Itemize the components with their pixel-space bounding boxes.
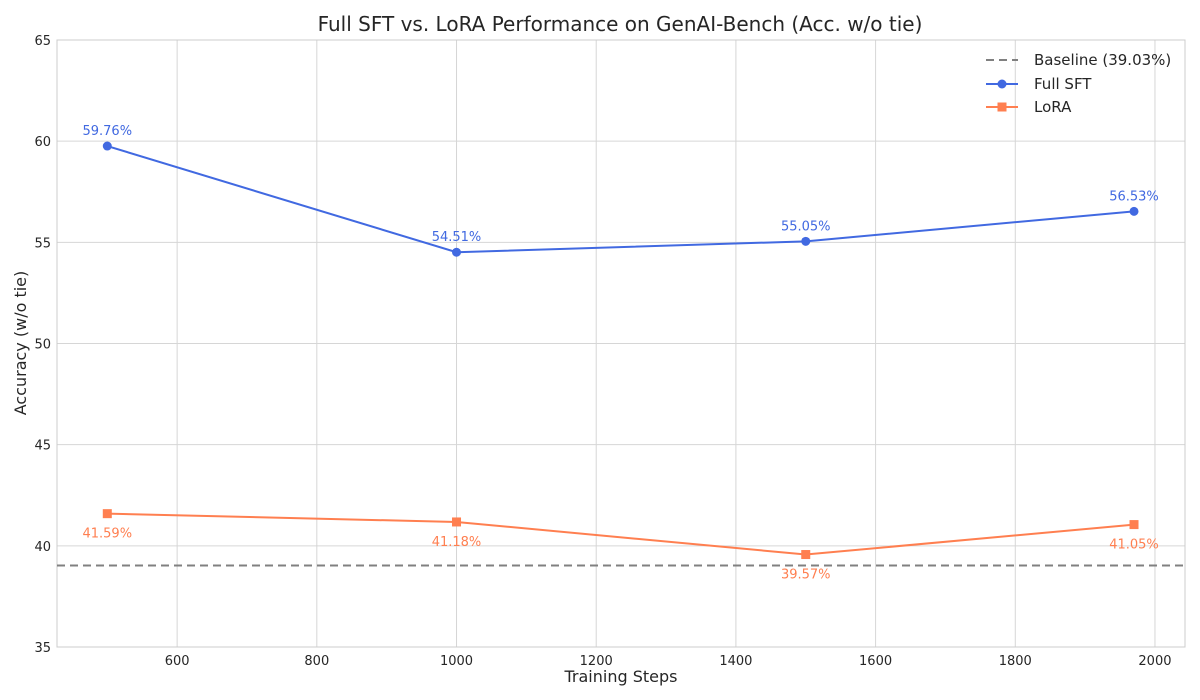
full-sft-data-label: 59.76%: [82, 124, 132, 139]
full-sft-line: [106, 145, 1135, 254]
legend-baseline-label: Baseline (39.03%): [1034, 51, 1171, 69]
x-grid: [176, 40, 1156, 647]
full-sft-data-label: 55.05%: [781, 219, 831, 234]
full-sft-data-label: 56.53%: [1109, 189, 1159, 204]
y-tick-label: 40: [34, 540, 51, 555]
lora-line: [107, 512, 1135, 556]
lora-data-label: 41.05%: [1109, 538, 1159, 553]
y-tick-label: 45: [34, 439, 51, 454]
legend-lora-label: LoRA: [1034, 98, 1072, 116]
y-grid: [57, 39, 1185, 648]
full-sft-data-label: 54.51%: [432, 230, 482, 245]
x-tick-label: 1800: [999, 654, 1032, 669]
y-tick-label: 35: [34, 641, 51, 656]
y-tick-labels: 35 40 45 50 55 60 65: [34, 34, 51, 656]
legend-full-sft-label: Full SFT: [1034, 75, 1092, 93]
y-axis-label: Accuracy (w/o tie): [11, 271, 30, 416]
x-tick-label: 600: [165, 654, 190, 669]
series-layer: 59.76% 54.51% 55.05% 56.53% 41.59% 41.18% 39.5…: [82, 124, 1158, 583]
x-tick-label: 1400: [719, 654, 752, 669]
y-tick-label: 50: [34, 338, 51, 353]
y-tick-label: 65: [34, 34, 51, 49]
legend-full-sft-marker: [997, 79, 1007, 89]
lora-data-label: 41.59%: [82, 527, 132, 542]
plot-frame: [56, 39, 1186, 648]
y-tick-label: 55: [34, 236, 51, 251]
y-tick-label: 60: [34, 135, 51, 150]
x-tick-labels: 600 800 1000 1200 1400 1600 1800 2000: [165, 654, 1172, 669]
legend-series: Full SFT LoRA: [986, 75, 1092, 116]
x-tick-label: 1600: [859, 654, 892, 669]
full-sft-point: [452, 247, 462, 257]
x-tick-label: 1000: [440, 654, 473, 669]
lora-point: [452, 517, 462, 527]
chart-title: Full SFT vs. LoRA Performance on GenAI-B…: [318, 12, 923, 36]
legend: Baseline (39.03%) Full SFT LoRA: [986, 51, 1171, 116]
x-tick-label: 2000: [1138, 654, 1171, 669]
legend-lora-marker: [997, 102, 1007, 112]
full-sft-point: [801, 236, 811, 246]
x-tick-label: 1200: [580, 654, 613, 669]
lora-data-label: 41.18%: [432, 535, 482, 550]
lora-data-label: 39.57%: [781, 568, 831, 583]
full-sft-point: [1129, 206, 1139, 216]
lora-point: [102, 509, 112, 519]
x-tick-label: 800: [304, 654, 329, 669]
full-sft-point: [102, 141, 112, 151]
lora-point: [801, 550, 811, 560]
lora-point: [1129, 520, 1139, 530]
x-axis-label: Training Steps: [564, 667, 678, 686]
